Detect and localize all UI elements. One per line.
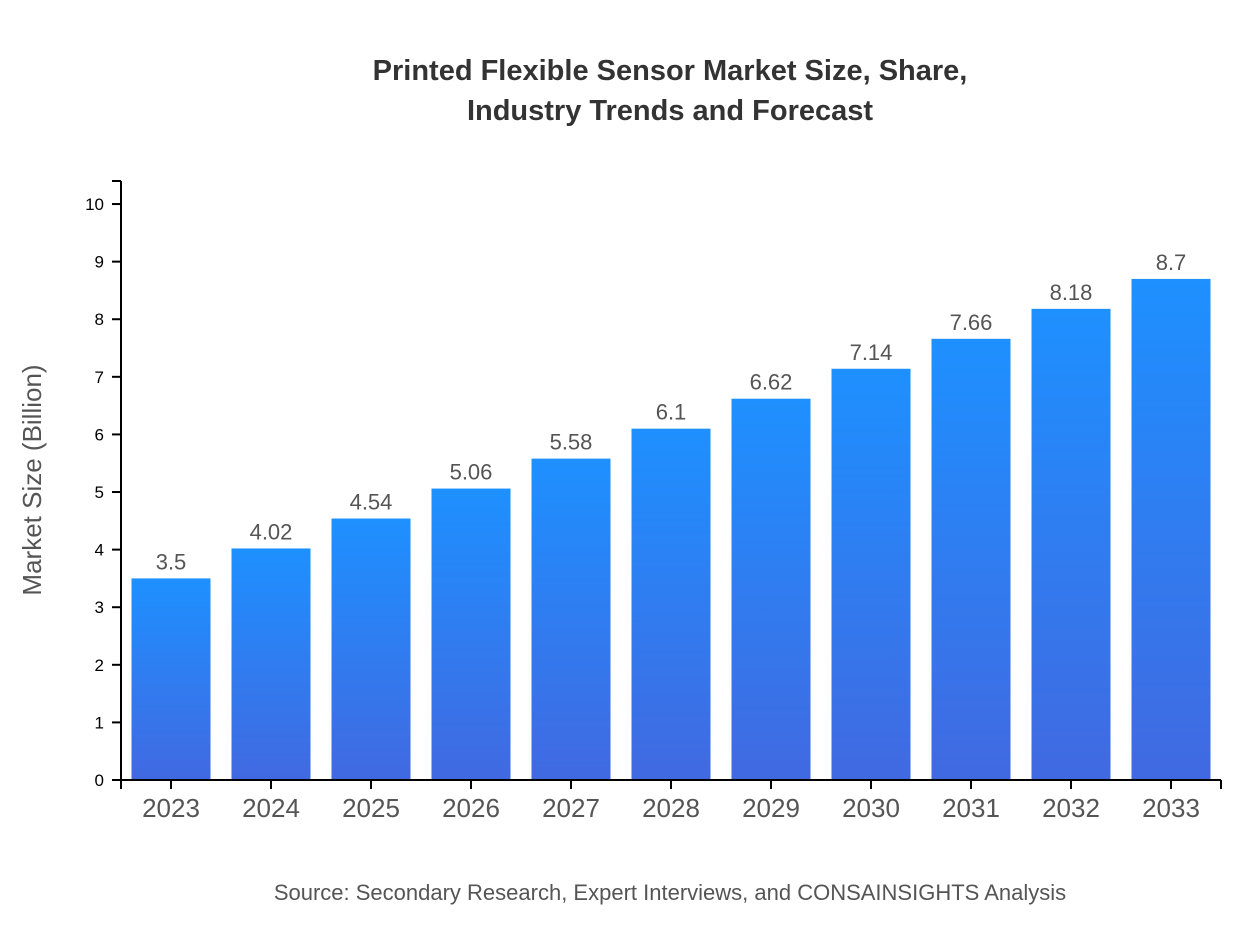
bar-2030: [831, 368, 911, 780]
data-label-2024: 4.02: [250, 519, 293, 544]
bar-2027: [531, 458, 611, 780]
y-tick-label-2: 2: [95, 656, 104, 675]
data-label-2033: 8.7: [1156, 250, 1187, 275]
x-tick-label-2032: 2032: [1042, 793, 1100, 823]
data-label-2026: 5.06: [450, 460, 493, 485]
x-tick-label-2024: 2024: [242, 793, 300, 823]
data-label-2031: 7.66: [950, 310, 993, 335]
x-tick-label-2029: 2029: [742, 793, 800, 823]
data-label-2029: 6.62: [750, 370, 793, 395]
source-note: Source: Secondary Research, Expert Inter…: [274, 880, 1066, 905]
y-tick-label-5: 5: [95, 483, 104, 502]
chart-title-line-2: Industry Trends and Forecast: [467, 95, 873, 127]
x-tick-label-2028: 2028: [642, 793, 700, 823]
y-tick-label-4: 4: [95, 541, 104, 560]
y-tick-label-9: 9: [95, 253, 104, 272]
x-tick-label-2027: 2027: [542, 793, 600, 823]
x-tick-label-2023: 2023: [142, 793, 200, 823]
data-label-2032: 8.18: [1050, 280, 1093, 305]
chart-title-line-1: Printed Flexible Sensor Market Size, Sha…: [373, 55, 968, 87]
bar-2026: [431, 488, 511, 780]
y-tick-label-6: 6: [95, 425, 104, 444]
bar-2024: [231, 548, 311, 780]
y-tick-label-8: 8: [95, 310, 104, 329]
y-tick-label-1: 1: [95, 713, 104, 732]
bar-2033: [1131, 278, 1211, 780]
data-label-2028: 6.1: [656, 400, 687, 425]
x-tick-label-2031: 2031: [942, 793, 1000, 823]
y-axis-label: Market Size (Billion): [17, 364, 47, 595]
data-label-2030: 7.14: [850, 340, 893, 365]
y-tick-label-7: 7: [95, 368, 104, 387]
data-label-2025: 4.54: [350, 490, 393, 515]
y-tick-label-0: 0: [95, 771, 104, 790]
x-tick-label-2025: 2025: [342, 793, 400, 823]
bar-2028: [631, 428, 711, 780]
bar-2029: [731, 398, 811, 780]
x-tick-label-2026: 2026: [442, 793, 500, 823]
bar-2023: [131, 578, 211, 780]
x-tick-label-2033: 2033: [1142, 793, 1200, 823]
bar-2032: [1031, 308, 1111, 780]
y-tick-label-10: 10: [85, 195, 104, 214]
data-label-2027: 5.58: [550, 430, 593, 455]
data-label-2023: 3.5: [156, 549, 187, 574]
y-tick-label-3: 3: [95, 598, 104, 617]
x-tick-label-2030: 2030: [842, 793, 900, 823]
bar-2031: [931, 338, 1011, 780]
bar-2025: [331, 518, 411, 780]
